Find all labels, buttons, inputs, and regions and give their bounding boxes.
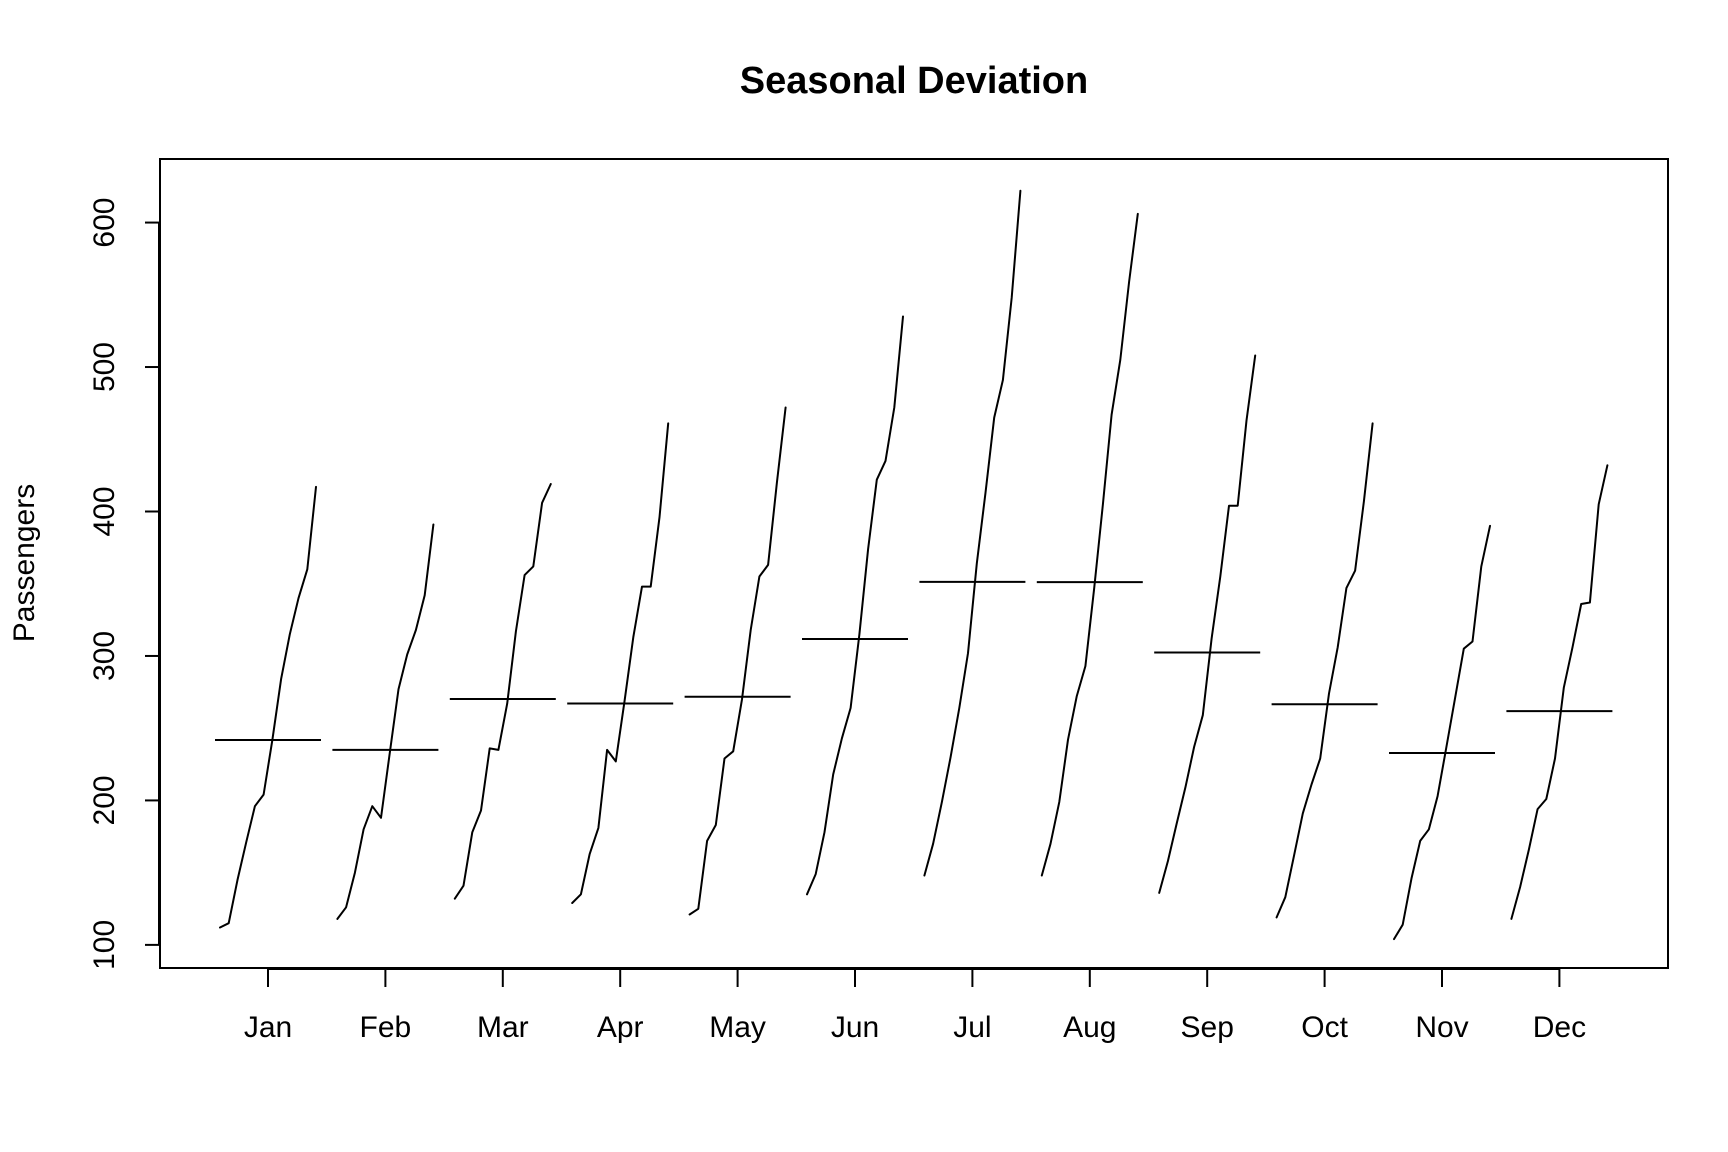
x-tick-label-apr: Apr <box>597 1011 644 1044</box>
y-tick-label: 300 <box>88 631 121 681</box>
y-tick-label: 200 <box>88 775 121 825</box>
y-tick-label: 400 <box>88 486 121 536</box>
x-axis: Jan Feb Mar Apr May Jun Jul Aug Sep Oct Nov Dec <box>244 968 1586 1044</box>
y-tick-label: 100 <box>88 920 121 970</box>
x-tick-label-jul: Jul <box>953 1011 991 1044</box>
series-line-jul <box>923 189 1022 877</box>
series-line-apr <box>571 422 670 904</box>
series-line-mar <box>453 483 552 900</box>
y-tick-label: 600 <box>88 198 121 248</box>
x-tick-label-sep: Sep <box>1181 1011 1234 1044</box>
series-layer <box>215 189 1613 941</box>
x-tick-label-oct: Oct <box>1301 1011 1348 1044</box>
x-tick-label-feb: Feb <box>360 1011 412 1044</box>
series-line-jun <box>806 315 904 896</box>
series-line-feb <box>336 523 435 920</box>
x-tick-label-aug: Aug <box>1063 1011 1116 1044</box>
x-tick-label-jun: Jun <box>831 1011 879 1044</box>
plot-frame <box>159 158 1669 969</box>
series-line-may <box>688 406 787 916</box>
y-tick-label: 500 <box>88 342 121 392</box>
series-line-dec <box>1510 464 1609 920</box>
x-tick-label-jan: Jan <box>244 1011 292 1044</box>
x-tick-label-mar: Mar <box>477 1011 529 1044</box>
series-line-nov <box>1393 524 1491 941</box>
chart-title: Seasonal Deviation <box>740 60 1088 102</box>
x-tick-label-dec: Dec <box>1533 1011 1586 1044</box>
series-line-sep <box>1158 354 1257 894</box>
series-line-aug <box>1040 212 1139 877</box>
series-line-jan <box>219 485 317 929</box>
x-tick-label-may: May <box>709 1011 766 1044</box>
x-tick-label-nov: Nov <box>1415 1011 1468 1044</box>
series-line-oct <box>1275 422 1374 919</box>
y-axis: 100 200 300 400 500 600 <box>88 198 160 970</box>
y-axis-title: Passengers <box>8 484 41 642</box>
